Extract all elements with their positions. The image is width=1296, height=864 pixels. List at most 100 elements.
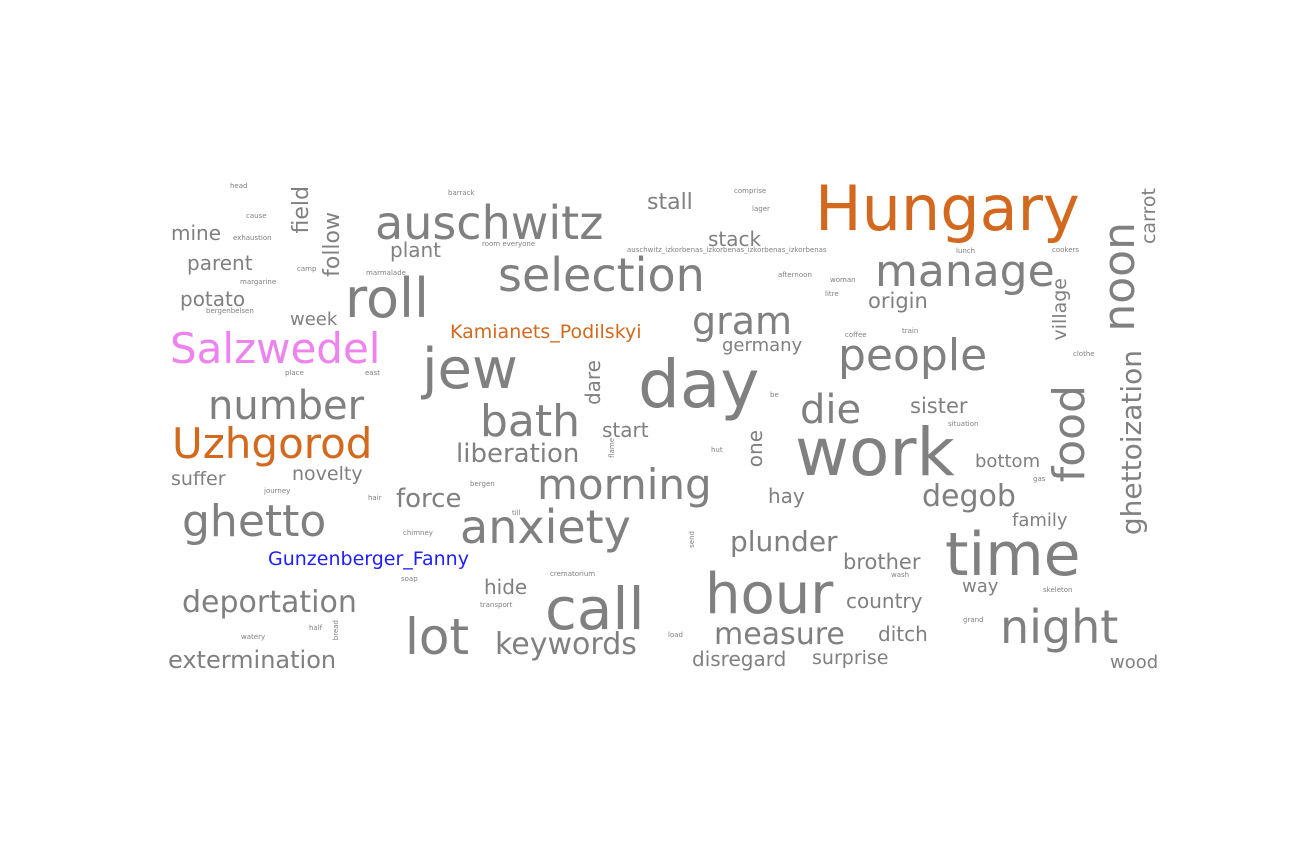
word-grand: grand (963, 616, 984, 624)
word-call: call (545, 575, 645, 643)
word-soap: soap (401, 575, 418, 583)
word-bread: bread (332, 620, 340, 641)
word-lot: lot (405, 608, 470, 666)
word-comprise: comprise (734, 187, 767, 195)
word-margarine: margarine (240, 278, 277, 286)
word-salzwedel: Salzwedel (170, 324, 381, 373)
word-suffer: suffer (171, 468, 226, 490)
word-food: food (1044, 385, 1095, 483)
word-cause: cause (246, 212, 267, 220)
word-noon: noon (1094, 222, 1145, 332)
word-potato: potato (180, 287, 246, 311)
word-transport: transport (480, 601, 513, 609)
word-bergen: bergen (470, 480, 495, 488)
word-hair: hair (368, 494, 382, 502)
word-novelty: novelty (292, 463, 363, 485)
word-kamianets-podilskyi: Kamianets_Podilskyi (450, 321, 642, 343)
word-ditch: ditch (878, 622, 928, 646)
word-hungary: Hungary (815, 172, 1080, 245)
word-wash: wash (891, 571, 910, 579)
word-exhaustion: exhaustion (233, 234, 272, 242)
word-surprise: surprise (812, 647, 889, 669)
word-way: way (962, 576, 999, 597)
word-load: load (668, 631, 683, 639)
word-force: force (396, 484, 462, 514)
word-extermination: extermination (168, 646, 337, 674)
word-crematorium: crematorium (550, 570, 596, 578)
word-start: start (602, 418, 649, 442)
word-roll: roll (345, 267, 430, 330)
word-work: work (795, 414, 955, 491)
word-situation: situation (948, 420, 979, 428)
word-morning: morning (537, 460, 712, 509)
word-half: half (309, 624, 323, 632)
word-degob: degob (922, 479, 1016, 514)
word-be: be (770, 391, 779, 399)
word-carrot: carrot (1138, 188, 1160, 245)
word-stack: stack (708, 227, 762, 251)
word-hour: hour (705, 562, 834, 627)
word-litre: litre (825, 290, 839, 298)
word-village: village (1049, 278, 1071, 341)
word-family: family (1012, 510, 1068, 531)
word-wood: wood (1110, 652, 1159, 673)
word-parent: parent (187, 251, 253, 275)
word-woman: woman (830, 276, 856, 284)
word-number: number (208, 383, 365, 429)
word-cookers: cookers (1052, 246, 1080, 254)
word-uzhgorod: Uzhgorod (172, 419, 373, 468)
word-lager: lager (752, 205, 770, 213)
word-disregard: disregard (692, 647, 787, 671)
word-room-everyone: room everyone (482, 240, 536, 248)
word-send: send (688, 531, 696, 548)
word-hut: hut (711, 446, 723, 454)
word-night: night (1000, 600, 1119, 654)
word-ghettoization: ghettoization (1115, 350, 1148, 536)
word-measure: measure (714, 617, 845, 652)
word-selection: selection (498, 248, 705, 302)
word-die: die (800, 387, 862, 433)
word-bottom: bottom (975, 451, 1041, 472)
word-marmalade: marmalade (366, 269, 406, 277)
word-origin: origin (868, 289, 928, 313)
word-east: east (365, 369, 380, 377)
word-anxiety: anxiety (460, 500, 631, 554)
word-train: train (902, 327, 919, 335)
word-mine: mine (171, 221, 222, 245)
word-place: place (285, 369, 304, 377)
word-keywords: keywords (495, 627, 637, 662)
word-hay: hay (768, 484, 805, 508)
word-gunzenberger-fanny: Gunzenberger_Fanny (268, 548, 469, 570)
word-ghetto: ghetto (182, 496, 327, 547)
word-field: field (289, 186, 314, 234)
word-head: head (230, 182, 248, 190)
word-one: one (743, 430, 767, 468)
word-day: day (638, 346, 760, 423)
word-country: country (846, 589, 923, 613)
word-auschwitz: auschwitz (375, 196, 604, 250)
word-deportation: deportation (182, 585, 357, 620)
word-sister: sister (910, 394, 968, 418)
word-till: till (512, 509, 521, 517)
word-jew: jew (422, 337, 518, 402)
word-auschwitz-izkorbenas: auschwitz_izkorbenas_izkorbenas_izkorben… (627, 246, 827, 254)
word-flame: flame (608, 438, 616, 458)
word-coffee: coffee (845, 331, 867, 339)
word-journey: journey (264, 487, 291, 495)
word-people: people (838, 330, 988, 381)
word-skeleton: skeleton (1043, 586, 1073, 594)
word-stall: stall (647, 190, 693, 215)
word-plunder: plunder (730, 525, 838, 558)
word-hide: hide (484, 575, 528, 599)
word-camp: camp (297, 265, 317, 273)
word-dare: dare (581, 360, 605, 406)
word-germany: germany (722, 335, 803, 356)
word-chimney: chimney (403, 529, 433, 537)
word-liberation: liberation (456, 439, 580, 469)
word-follow: follow (320, 212, 345, 277)
word-brother: brother (843, 550, 921, 574)
word-week: week (290, 309, 338, 330)
word-gram: gram (692, 299, 793, 343)
word-lunch: lunch (956, 247, 976, 255)
